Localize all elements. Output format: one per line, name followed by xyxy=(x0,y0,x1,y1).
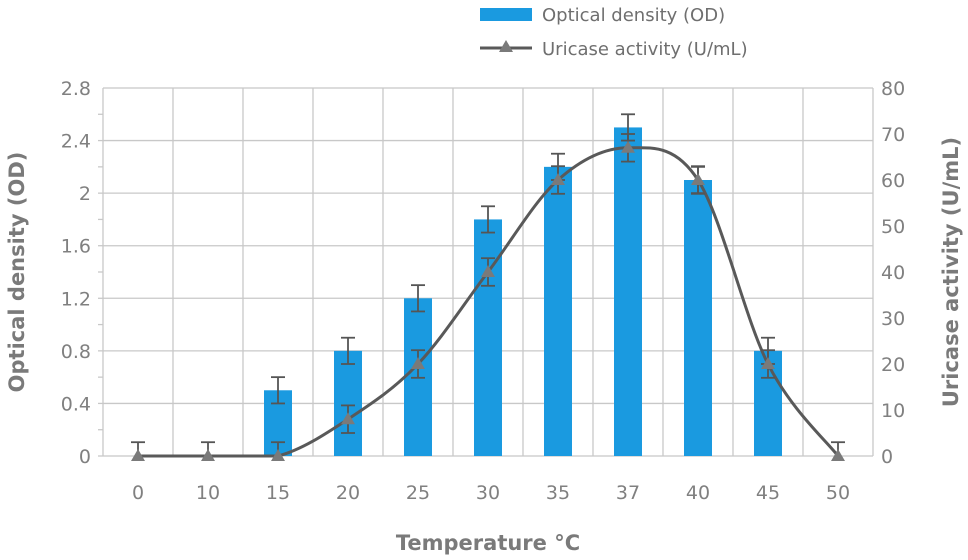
y-tick-label: 2.4 xyxy=(61,131,91,153)
line-point-triangle xyxy=(691,173,705,185)
bar xyxy=(544,166,572,456)
y-tick-label: 0.8 xyxy=(61,341,91,363)
x-tick-label: 25 xyxy=(406,482,430,504)
line-point-triangle xyxy=(831,449,845,461)
y-tick-label: 2 xyxy=(79,183,91,205)
y-tick-label: 2.8 xyxy=(61,78,91,100)
bars xyxy=(264,113,782,456)
y2-tick-label: 40 xyxy=(881,262,905,284)
line-point-triangle xyxy=(201,449,215,461)
bar xyxy=(334,350,362,456)
legend: Optical density (OD) Uricase activity (U… xyxy=(480,5,748,60)
line-point-triangle xyxy=(131,449,145,461)
y-tick-label: 0.4 xyxy=(61,393,91,415)
y2-tick-label: 20 xyxy=(881,354,905,376)
y2-axis-title: Uricase activity (U/mL) xyxy=(939,137,963,407)
y-tick-label: 1.6 xyxy=(61,236,91,258)
y-axis-title: Optical density (OD) xyxy=(5,152,29,393)
line-point-triangle xyxy=(621,140,635,153)
y2-tick-label: 50 xyxy=(881,216,905,238)
line-point-triangle xyxy=(341,412,355,425)
legend-swatch-bar xyxy=(480,8,532,21)
y2-tick-label: 70 xyxy=(881,124,905,146)
y2-tick-label: 30 xyxy=(881,308,905,330)
x-tick-label: 37 xyxy=(616,482,640,504)
y-tick-labels: 0 0.4 0.8 1.2 1.6 2 2.4 2.8 xyxy=(61,78,91,468)
x-tick-label: 45 xyxy=(756,482,780,504)
line-point-triangle xyxy=(271,449,285,461)
line-series xyxy=(131,133,845,461)
y-tick-label: 1.2 xyxy=(61,288,91,310)
line-point-triangle xyxy=(761,357,775,369)
x-tick-labels: 0 10 15 20 25 30 35 37 40 45 50 xyxy=(132,482,850,504)
x-tick-label: 50 xyxy=(826,482,850,504)
line-point-triangle xyxy=(411,357,425,369)
legend-triangle-icon xyxy=(499,40,513,52)
y2-tick-label: 80 xyxy=(881,78,905,100)
x-tick-label: 0 xyxy=(132,482,144,504)
y2-tick-labels: 0 10 20 30 40 50 60 70 80 xyxy=(881,78,905,468)
x-tick-label: 10 xyxy=(196,482,220,504)
y2-tick-label: 60 xyxy=(881,170,905,192)
y2-tick-label: 0 xyxy=(881,446,893,468)
bar xyxy=(614,127,642,456)
legend-label-od: Optical density (OD) xyxy=(542,5,725,26)
line-point-triangle xyxy=(551,173,565,185)
x-tick-label: 30 xyxy=(476,482,500,504)
bar xyxy=(684,180,712,456)
legend-label-uricase: Uricase activity (U/mL) xyxy=(542,39,748,60)
x-axis-title: Temperature °C xyxy=(396,531,580,555)
y2-tick-label: 10 xyxy=(881,400,905,422)
x-tick-label: 15 xyxy=(266,482,290,504)
x-tick-label: 35 xyxy=(546,482,570,504)
bar xyxy=(474,219,502,456)
line-point-triangle xyxy=(481,265,495,277)
x-tick-label: 40 xyxy=(686,482,710,504)
x-tick-label: 20 xyxy=(336,482,360,504)
y-tick-label: 0 xyxy=(79,446,91,468)
